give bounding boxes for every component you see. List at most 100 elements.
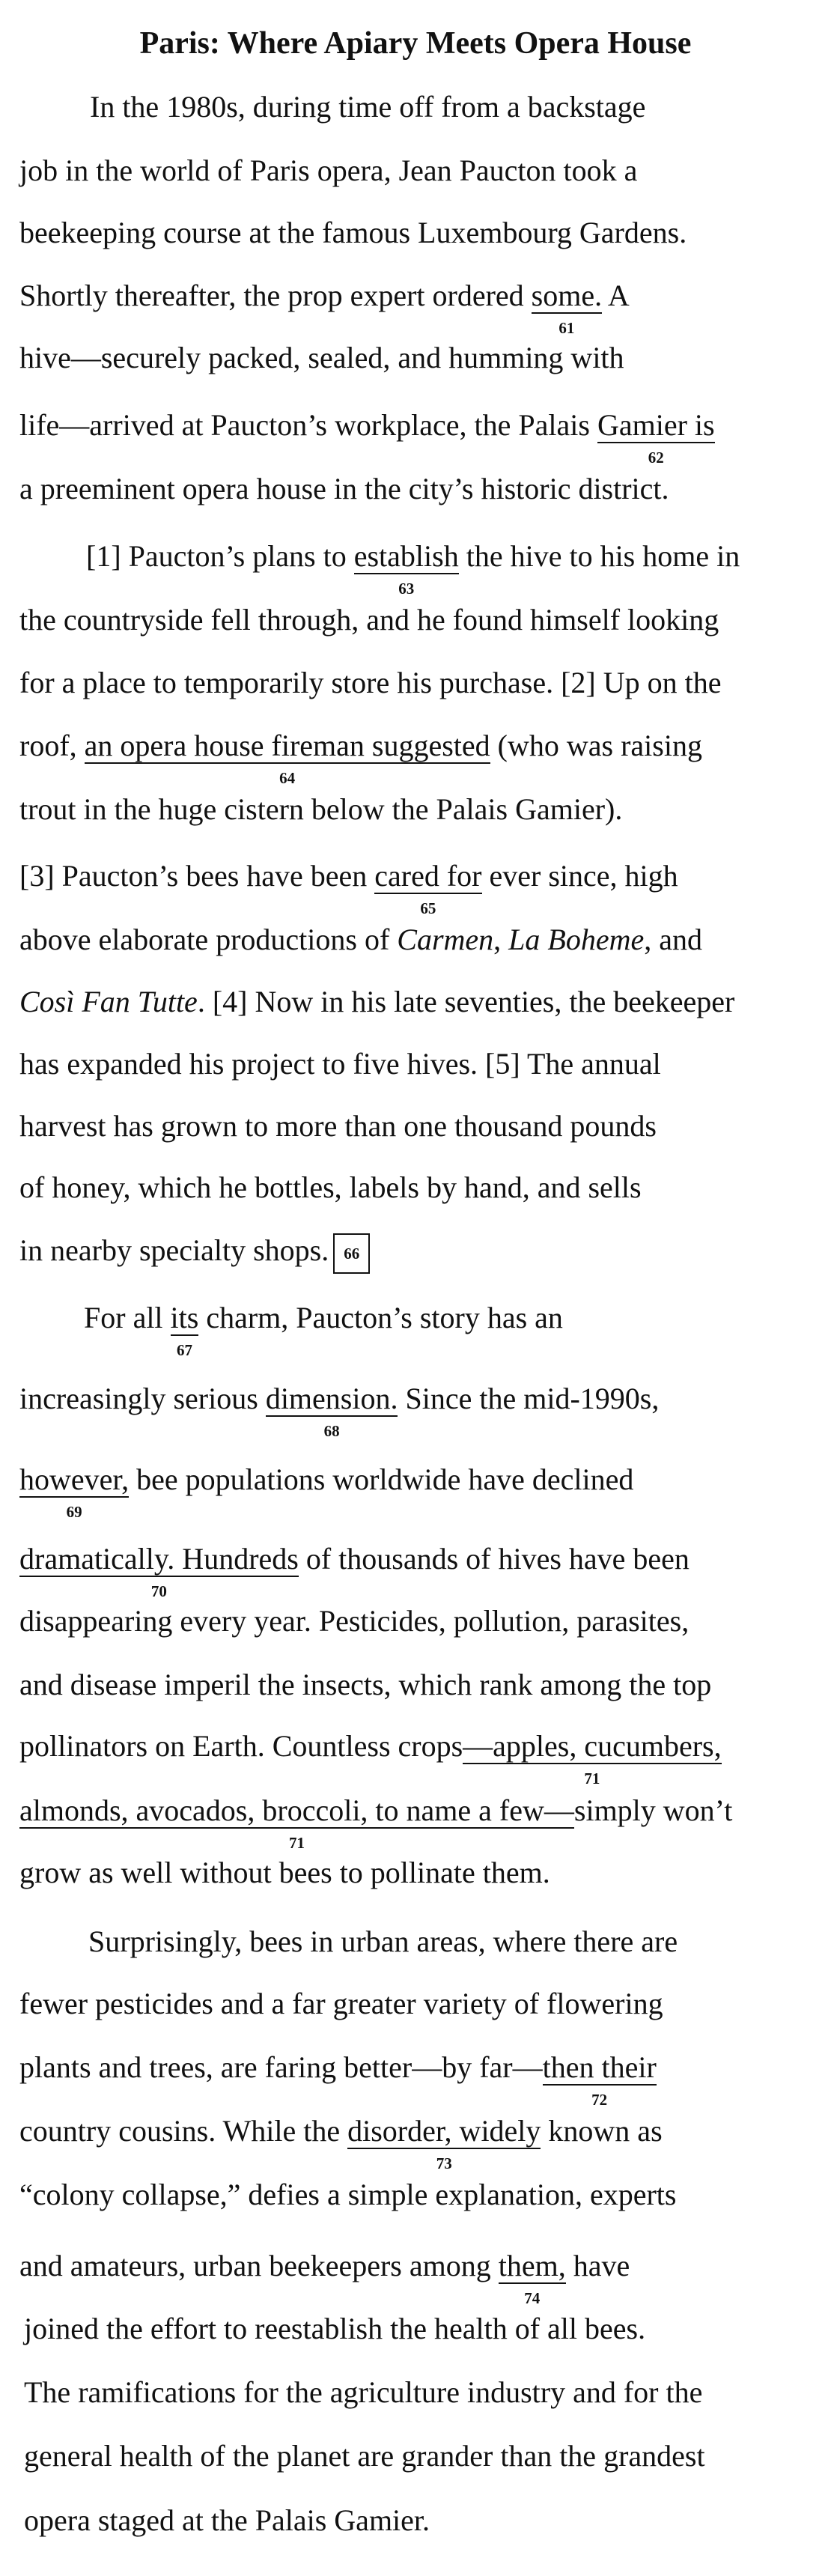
text-line: in nearby specialty shops. 66 [19,1230,371,1274]
text-line: fewer pesticides and a far greater varie… [19,1983,663,2025]
text-line: however, 69 bee populations worldwide hav… [19,1459,634,1520]
text-segment: grow as well without bees to pollinate t… [19,1856,550,1889]
text-segment: ever since, high [481,859,678,893]
underlined-question-62[interactable]: Gamier is 62 [597,408,715,466]
underlined-question-64[interactable]: an opera house fireman suggested 64 [84,729,490,786]
text-line: life—arrived at Paucton’s workplace, the… [19,404,715,466]
underlined-question-70[interactable]: dramatically. Hundreds 70 [19,1542,299,1600]
text-segment: “colony collapse,” defies a simple expla… [19,2178,677,2211]
underlined-question-73[interactable]: disorder, widely 73 [347,2115,541,2172]
text-line: [3] Paucton’s bees have been cared for 65… [19,855,678,917]
question-number-65: 65 [420,899,436,917]
question-number-70: 70 [150,1582,167,1600]
question-number-63: 63 [398,580,415,598]
underlined-text: Gamier is [597,408,715,442]
text-line: of honey, which he bottles, labels by ha… [19,1167,642,1209]
text-line: beekeeping course at the famous Luxembou… [19,212,687,254]
underlined-text: cared for [374,859,482,893]
text-segment: life—arrived at Paucton’s workplace, the… [19,408,597,442]
text-line: “colony collapse,” defies a simple expla… [19,2174,676,2216]
text-line: dramatically. Hundreds 70 of thousands of… [19,1538,690,1600]
text-segment: [3] Paucton’s bees have been [19,859,375,893]
text-segment: , [493,923,509,956]
text-segment: , and [644,923,702,956]
text-segment: beekeeping course at the famous Luxembou… [19,216,687,249]
text-segment: of honey, which he bottles, labels by ha… [19,1170,642,1204]
text-line: trout in the huge cistern below the Pala… [19,789,622,830]
text-segment: above elaborate productions of [19,923,398,956]
text-segment: . [4] Now in his late seventies, the bee… [197,985,735,1018]
text-line: In the 1980s, during time off from a bac… [90,86,645,128]
question-number-69: 69 [66,1503,82,1521]
underlined-text: dimension. [265,1382,398,1415]
text-segment: in nearby specialty shops. [19,1233,329,1267]
text-segment: bee populations worldwide have declined [129,1462,634,1496]
question-number-71: 71 [288,1834,305,1852]
text-line: opera staged at the Palais Gamier. [24,2500,430,2542]
underlined-text: its [170,1301,199,1334]
text-line: harvest has grown to more than one thous… [19,1105,657,1147]
underlined-question-71[interactable]: —apples, cucumbers, 71 [463,1730,722,1787]
text-line: general health of the planet are grander… [24,2435,705,2477]
opera-title: Carmen [397,923,494,956]
text-segment: joined the effort to reestablish the hea… [24,2312,646,2345]
underlined-text: them, [498,2249,566,2282]
text-segment: a preeminent opera house in the city’s h… [19,472,669,505]
question-number-67: 67 [176,1341,192,1359]
text-line: the countryside fell through, and he fou… [19,599,719,641]
text-segment: plants and trees, are faring better—by f… [19,2050,543,2084]
text-line: above elaborate productions of Carmen, L… [19,919,702,961]
text-segment: charm, Paucton’s story has an [198,1301,563,1334]
text-segment: Surprisingly, bees in urban areas, where… [88,1925,678,1958]
text-line: roof, an opera house fireman suggested 64… [19,725,702,786]
text-line: [1] Paucton’s plans to establish 63 the h… [86,535,740,597]
text-segment: country cousins. While the [19,2114,348,2148]
text-segment: and disease imperil the insects, which r… [19,1668,712,1701]
text-segment: For all [84,1301,171,1334]
opera-title: La Boheme [508,923,645,956]
text-line: and disease imperil the insects, which r… [19,1664,711,1706]
underlined-question-67[interactable]: its 67 [170,1301,199,1358]
question-number-71: 71 [584,1770,600,1787]
text-segment: has expanded his project to five hives. … [19,1047,661,1081]
question-number-72: 72 [591,2091,608,2109]
underlined-text: almonds, avocados, broccoli, to name a f… [19,1793,574,1827]
underlined-question-68[interactable]: dimension. 68 [265,1382,398,1439]
underlined-text: dramatically. Hundreds [19,1542,299,1576]
text-line: disappearing every year. Pesticides, pol… [19,1600,689,1642]
text-segment: pollinators on Earth. Countless crops [19,1729,463,1763]
text-segment: opera staged at the Palais Gamier. [24,2503,430,2537]
underlined-question-74[interactable]: them, 74 [498,2249,566,2306]
underlined-question-61[interactable]: some. 61 [531,279,603,336]
underlined-text: some. [531,279,603,312]
text-segment: and amateurs, urban beekeepers among [19,2249,499,2282]
text-segment: Shortly thereafter, the prop expert orde… [19,279,532,312]
text-line: pollinators on Earth. Countless crops—ap… [19,1725,722,1787]
text-segment: [1] Paucton’s plans to [86,539,354,573]
text-segment: the countryside fell through, and he fou… [19,603,719,637]
text-segment: (who was raising [490,729,702,762]
text-line: hive—securely packed, sealed, and hummin… [19,337,624,379]
text-segment: fewer pesticides and a far greater varie… [19,1987,663,2020]
underlined-question-65[interactable]: cared for 65 [374,859,482,917]
text-segment: roof, [19,729,85,762]
text-line: joined the effort to reestablish the hea… [24,2308,645,2350]
text-line: a preeminent opera house in the city’s h… [19,468,669,510]
text-segment: trout in the huge cistern below the Pala… [19,792,623,826]
underlined-question-63[interactable]: establish 63 [353,540,459,597]
text-line: for a place to temporarily store his pur… [19,662,721,704]
text-segment: known as [541,2114,663,2148]
text-segment: Since the mid-1990s, [398,1382,660,1415]
underlined-text: however, [19,1462,130,1496]
text-line: Shortly thereafter, the prop expert orde… [19,275,630,336]
text-line: increasingly serious dimension. 68 Since … [19,1378,660,1439]
underlined-question-72[interactable]: then their 72 [542,2051,657,2108]
question-number-66-box[interactable]: 66 [333,1233,371,1274]
question-number-74: 74 [524,2289,541,2307]
underlined-question-69[interactable]: however, 69 [19,1462,130,1520]
text-segment: hive—securely packed, sealed, and hummin… [19,341,624,374]
text-segment: have [565,2249,630,2282]
text-segment: simply won’t [573,1793,733,1827]
underlined-question-71-continued[interactable]: almonds, avocados, broccoli, to name a f… [19,1793,574,1851]
